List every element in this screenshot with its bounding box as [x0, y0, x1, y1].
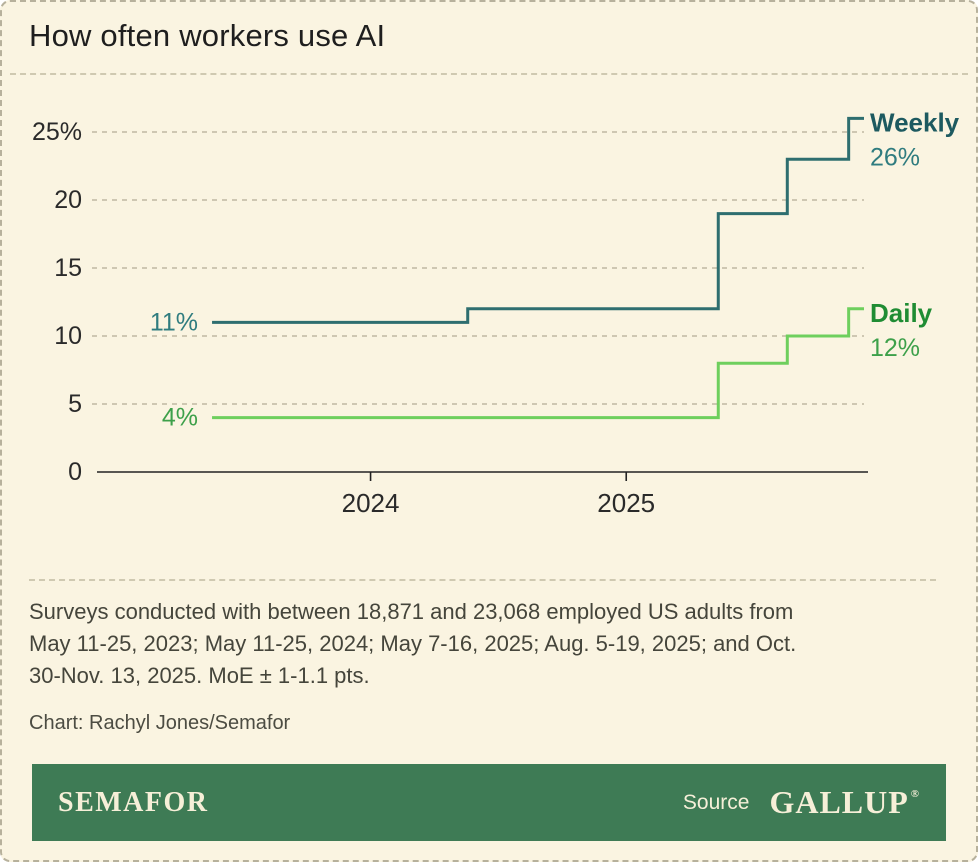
y-tick-label: 25%	[32, 118, 82, 146]
weekly-series-label: Weekly	[870, 107, 960, 137]
survey-notes-line: Surveys conducted with between 18,871 an…	[29, 599, 794, 624]
weekly-line	[212, 116, 864, 324]
survey-notes: Surveys conducted with between 18,871 an…	[29, 596, 936, 692]
gallup-logo: GALLUP ®	[769, 784, 920, 821]
daily-start-value: 4%	[162, 404, 198, 432]
x-tick-label: 2025	[597, 488, 655, 518]
title-divider	[10, 73, 968, 75]
survey-notes-line: May 11-25, 2023; May 11-25, 2024; May 7-…	[29, 631, 797, 656]
weekly-end-value: 26%	[870, 143, 920, 171]
survey-notes-line: 30-Nov. 13, 2025. MoE ± 1-1.1 pts.	[29, 663, 370, 688]
daily-series-label: Daily	[870, 298, 933, 328]
page-title: How often workers use AI	[29, 18, 386, 53]
step-chart: 0 5 10 15 20 25% 2024 2025 11% Weekly 26% 4% Daily 12…	[32, 107, 960, 518]
gallup-wordmark: GALLUP	[769, 784, 909, 820]
source-group: Source GALLUP ®	[683, 784, 920, 821]
y-tick-label: 5	[68, 390, 82, 418]
daily-end-value: 12%	[870, 334, 920, 362]
footer-bar: SEMAFOR Source GALLUP ®	[32, 764, 946, 841]
y-tick-label: 20	[54, 186, 82, 214]
weekly-start-value: 11%	[150, 308, 198, 336]
notes-divider	[29, 579, 936, 581]
y-tick-label: 10	[54, 322, 82, 350]
x-tick-label: 2024	[342, 488, 400, 518]
daily-line	[212, 307, 864, 420]
y-tick-label: 15	[54, 254, 82, 282]
y-tick-label: 0	[68, 458, 82, 486]
chart-credit: Chart: Rachyl Jones/Semafor	[29, 712, 291, 734]
registered-mark: ®	[910, 788, 920, 800]
source-label: Source	[682, 790, 750, 814]
semafor-logo: SEMAFOR	[58, 786, 209, 818]
